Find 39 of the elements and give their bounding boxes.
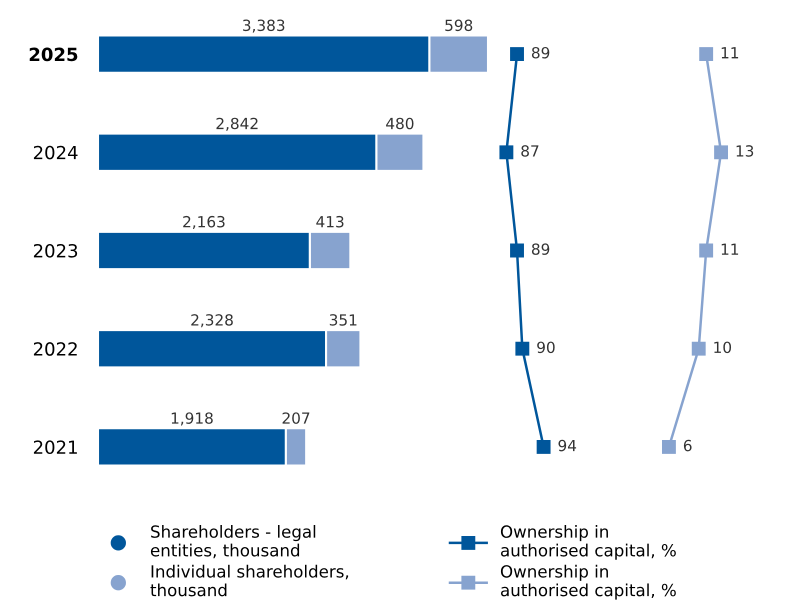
y-tick-label: 2024 [34, 146, 78, 160]
data-label: 3,383 [243, 20, 284, 33]
point [662, 440, 676, 454]
point [714, 145, 728, 160]
point [510, 244, 524, 258]
point [515, 342, 530, 356]
legend-label: Ownership in authorised capital, % [500, 525, 676, 560]
data-label: 598 [445, 20, 472, 32]
point [510, 47, 524, 62]
data-label: 480 [386, 118, 414, 130]
point [692, 342, 706, 356]
data-label: 2,842 [216, 118, 258, 131]
data-label: 13 [736, 145, 754, 157]
legend-label: Individual shareholders, thousand [150, 564, 348, 596]
point [699, 244, 714, 258]
y-tick-label: 2025 [30, 48, 78, 62]
y-tick-label: 2023 [34, 244, 78, 258]
point [499, 145, 514, 160]
data-label: 94 [558, 440, 576, 452]
data-label: 2,163 [183, 216, 225, 230]
y-tick-label: 2021 [34, 440, 77, 454]
data-label: 207 [282, 412, 310, 424]
data-label: 89 [532, 243, 550, 255]
data-label: 90 [537, 342, 555, 354]
data-label: 11 [722, 244, 738, 255]
legend-label: Ownership in authorised capital, % [500, 564, 676, 600]
data-label: 11 [722, 47, 738, 58]
data-label: 10 [714, 342, 732, 354]
data-label: 6 [684, 440, 692, 452]
data-label: 351 [330, 314, 356, 326]
point [699, 47, 714, 62]
data-label: 89 [532, 46, 550, 59]
point [536, 440, 551, 454]
y-tick-label: 2022 [34, 342, 77, 356]
data-label: 413 [316, 216, 344, 228]
data-label: 1,918 [172, 412, 213, 426]
legend-label: Shareholders - legal entities, thousand [150, 525, 316, 558]
data-label: 2,328 [191, 314, 233, 328]
data-label: 87 [521, 145, 538, 157]
